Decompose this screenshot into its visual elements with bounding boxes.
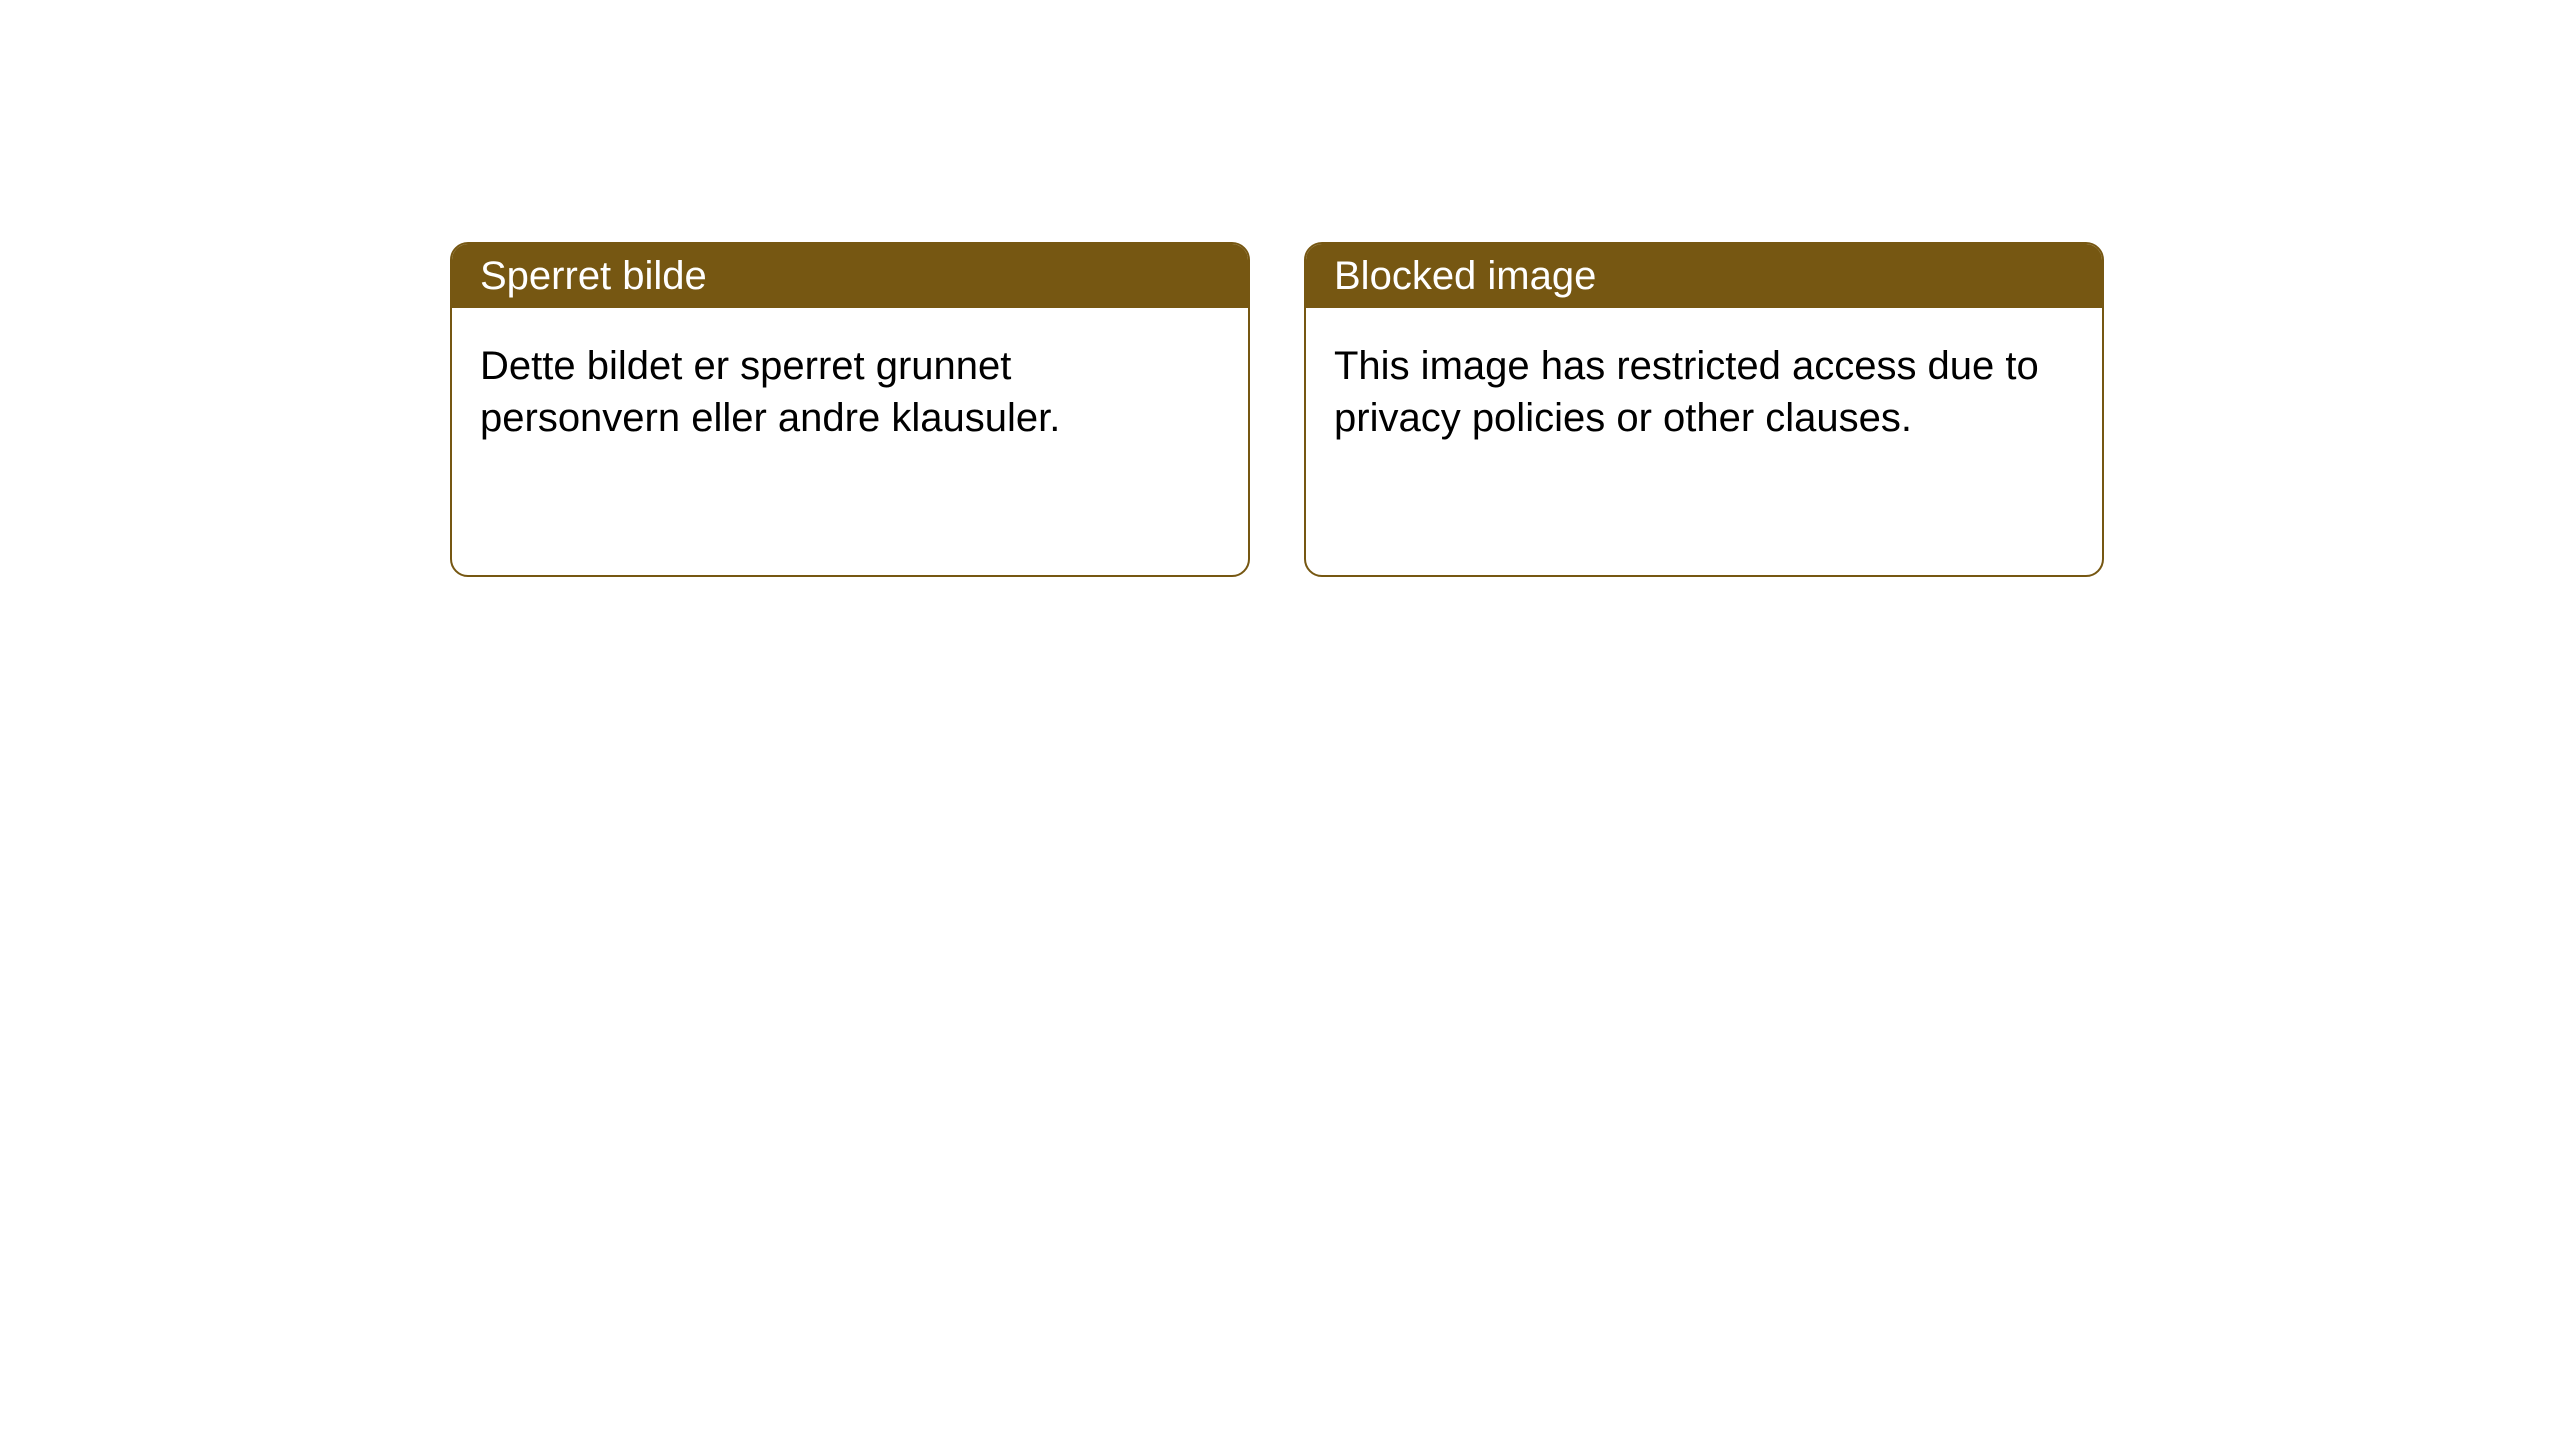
card-body-no: Dette bildet er sperret grunnet personve… <box>452 308 1248 476</box>
blocked-image-card-en: Blocked image This image has restricted … <box>1304 242 2104 577</box>
blocked-image-card-no: Sperret bilde Dette bildet er sperret gr… <box>450 242 1250 577</box>
card-header-en: Blocked image <box>1306 244 2102 308</box>
cards-container: Sperret bilde Dette bildet er sperret gr… <box>450 242 2104 577</box>
card-header-no: Sperret bilde <box>452 244 1248 308</box>
card-body-en: This image has restricted access due to … <box>1306 308 2102 476</box>
